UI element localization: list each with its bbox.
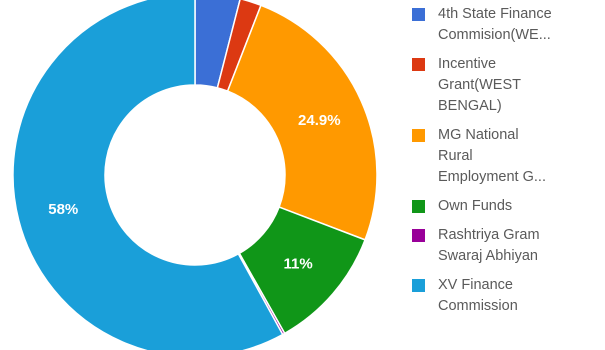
- legend-label: Rashtriya Gram Swaraj Abhiyan: [438, 227, 540, 264]
- slice-data-label: 24.9%: [298, 112, 341, 129]
- donut-chart: 24.9% 11% 58%: [12, 0, 378, 350]
- legend-label: 4th State Finance Commision(WE...: [438, 6, 552, 43]
- legend-label: Incentive Grant(WEST BENGAL): [438, 56, 521, 114]
- legend-item-rashtriya-gram-swaraj[interactable]: Rashtriya Gram Swaraj Abhiyan: [412, 225, 602, 267]
- donut-slice[interactable]: [226, 4, 378, 241]
- legend-item-mgnrega[interactable]: MG National Rural Employment G...: [412, 125, 602, 188]
- legend-swatch: [412, 200, 425, 213]
- legend-label: MG National Rural Employment G...: [438, 127, 546, 185]
- slice-data-label: 11%: [284, 256, 313, 273]
- legend-item-4th-state-finance[interactable]: 4th State Finance Commision(WE...: [412, 4, 602, 46]
- legend-swatch: [412, 8, 425, 21]
- legend-swatch: [412, 58, 425, 71]
- legend-item-incentive-grant[interactable]: Incentive Grant(WEST BENGAL): [412, 54, 602, 117]
- legend-swatch: [412, 279, 425, 292]
- slice-data-label: 58%: [48, 201, 78, 218]
- legend-item-own-funds[interactable]: Own Funds: [412, 196, 602, 217]
- donut-slice[interactable]: [12, 0, 284, 350]
- legend-item-xv-finance[interactable]: XV Finance Commission: [412, 275, 602, 317]
- legend-swatch: [412, 229, 425, 242]
- legend-swatch: [412, 129, 425, 142]
- legend: 4th State Finance Commision(WE... Incent…: [412, 4, 602, 325]
- legend-label: Own Funds: [438, 198, 513, 214]
- legend-label: XV Finance Commission: [438, 277, 518, 314]
